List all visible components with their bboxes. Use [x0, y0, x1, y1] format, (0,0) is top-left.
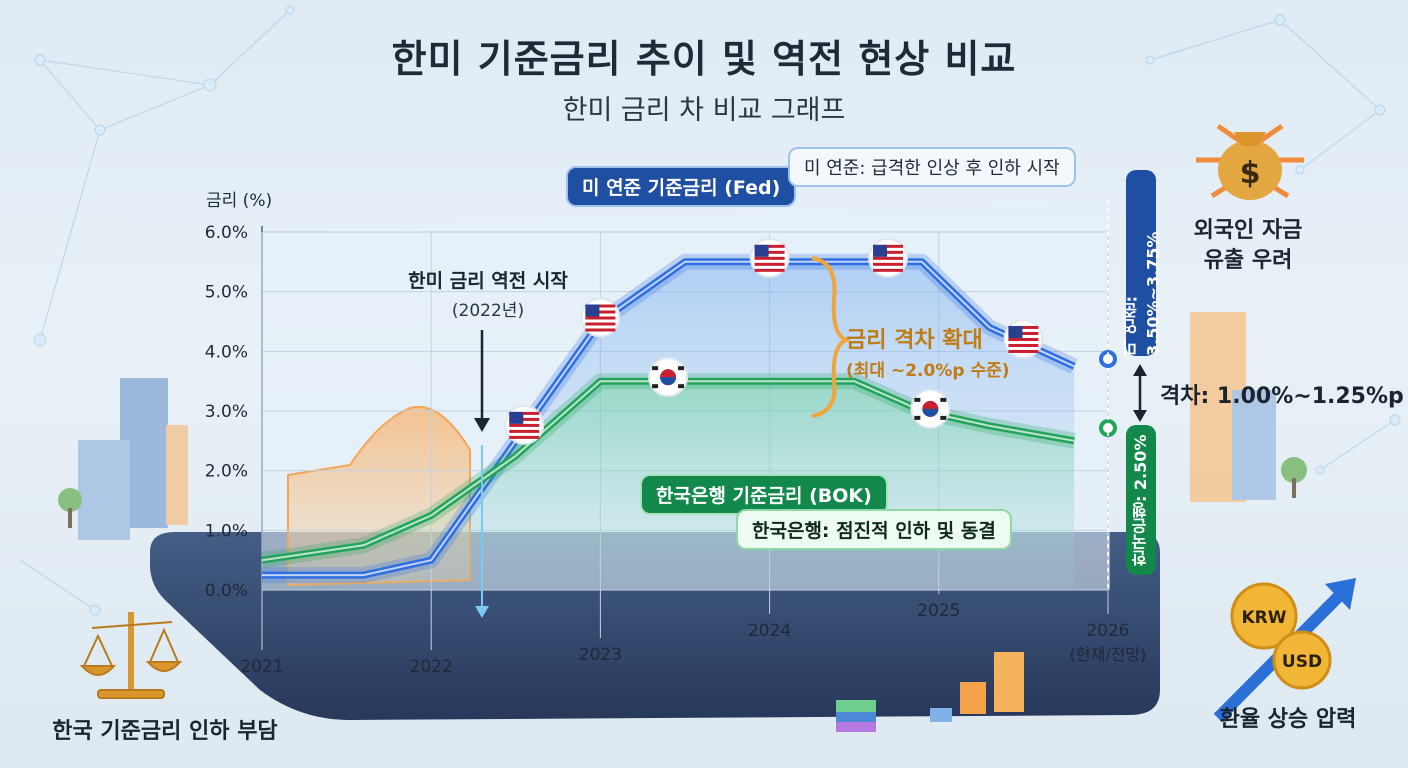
y-tick-label: 5.0% — [205, 283, 248, 303]
reversal-guide-arrowhead — [475, 606, 489, 618]
kr-flag-icon — [648, 357, 689, 398]
network-decoration — [19, 5, 1401, 616]
current-gap-arrowhead-up — [1133, 364, 1147, 376]
buildings-left-decoration — [58, 378, 188, 540]
page-title: 한미 기준금리 추이 및 역전 현상 비교 — [391, 37, 1017, 81]
reversal-arrowhead — [474, 418, 490, 432]
usd-coin-icon: USD — [1282, 652, 1322, 672]
gap-widen-note: (최대 ~2.0%p 수준) — [846, 361, 1010, 381]
x-tick-label: 2025 — [917, 601, 960, 621]
y-tick-label: 1.0% — [205, 521, 248, 541]
capital-outflow-line1: 외국인 자금 — [1193, 218, 1303, 243]
y-tick-label: 6.0% — [205, 223, 248, 243]
current-gap-arrowhead-down — [1133, 410, 1147, 422]
bar-decoration — [836, 652, 1024, 732]
capital-outflow-line2: 유출 우려 — [1203, 248, 1293, 273]
dollar-sign-icon: $ — [1240, 156, 1261, 191]
fed-series-label: 미 연준 기준금리 (Fed) — [566, 166, 797, 207]
krw-coin-icon: KRW — [1241, 608, 1286, 628]
scale-icon — [79, 612, 183, 699]
y-axis-label: 금리 (%) — [206, 191, 273, 211]
money-bag-icon: $ — [1196, 123, 1304, 200]
capital-outflow-note: 외국인 자금 유출 우려 — [1178, 216, 1318, 276]
x-tick-label: 2021 — [240, 657, 283, 677]
buildings-right-decoration — [1190, 312, 1307, 502]
current-gap-label: 격차: 1.00%~1.25%p — [1160, 384, 1404, 409]
x-tick-label: 2023 — [579, 645, 622, 665]
fed-current-label: 미 연준: 3.50%~3.75% — [1122, 170, 1163, 356]
gap-brace — [811, 256, 852, 418]
us-flag-icon — [504, 404, 545, 445]
kr-burden-note: 한국 기준금리 인하 부담 — [52, 719, 278, 744]
bok-comment: 한국은행: 점진적 인하 및 동결 — [736, 509, 1012, 550]
page-subtitle: 한미 금리 차 비교 그래프 — [562, 95, 846, 126]
reversal-annotation-year: (2022년) — [451, 301, 525, 321]
us-flag-icon — [868, 237, 909, 278]
x-tick-label: 2024 — [748, 621, 791, 641]
us-flag-icon — [749, 237, 790, 278]
x-tick-label: 2026 — [1086, 621, 1129, 641]
fed-comment: 미 연준: 급격한 인상 후 인하 시작 — [788, 147, 1076, 187]
us-flag-icon — [1003, 318, 1044, 359]
reversal-annotation-title: 한미 금리 역전 시작 — [408, 270, 568, 292]
currency-icon: KRW USD — [1213, 578, 1356, 723]
fx-pressure-note: 환율 상승 압력 — [1219, 707, 1357, 732]
gap-widen-title: 금리 격차 확대 — [846, 328, 983, 353]
y-tick-label: 0.0% — [205, 581, 248, 601]
kr-flag-icon — [910, 388, 951, 429]
y-tick-label: 4.0% — [205, 342, 248, 362]
y-tick-label: 3.0% — [205, 402, 248, 422]
us-flag-icon — [580, 297, 621, 338]
x-tick-label: 2022 — [410, 657, 453, 677]
x-tick-sublabel: (현재/전망) — [1070, 645, 1147, 664]
bok-current-label: 한국은행: 2.50% — [1126, 425, 1156, 575]
series-highlight-0 — [262, 260, 1075, 577]
y-tick-label: 2.0% — [205, 462, 248, 482]
